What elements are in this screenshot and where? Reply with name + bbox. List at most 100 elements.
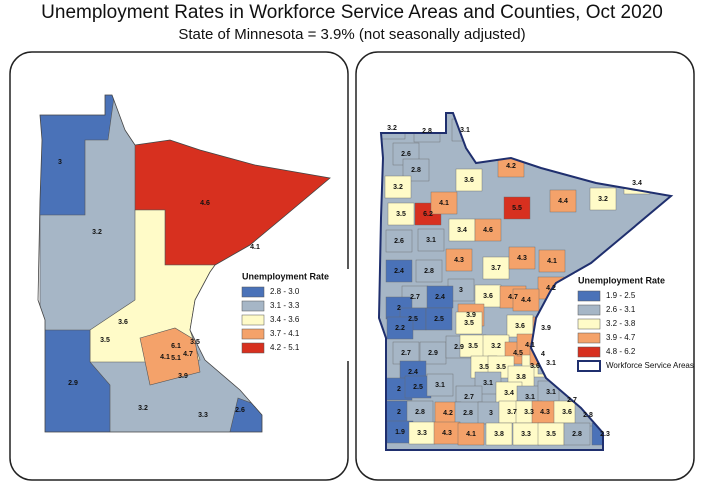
county-label: 3.1: [546, 360, 556, 367]
title: Unemployment Rates in Workforce Service …: [41, 2, 663, 23]
county-label: 1.9: [395, 429, 405, 436]
legend-swatch: [241, 286, 265, 298]
legend-title: Unemployment Rate: [578, 275, 665, 285]
county: [430, 191, 458, 215]
region: [38, 95, 116, 216]
county-label: 4.2: [506, 163, 516, 170]
county: [386, 316, 414, 340]
county-label: 3.8: [494, 431, 504, 438]
county-label: 4: [541, 351, 545, 358]
county-label: 2.2: [395, 325, 405, 332]
legend-swatch: [241, 300, 265, 312]
legend-label: 4.2 - 5.1: [270, 343, 300, 352]
county-label: 2: [397, 409, 401, 416]
county-label: 3.2: [387, 125, 397, 132]
county-label: 4.7: [508, 294, 518, 301]
region-label: 2.9: [68, 380, 78, 387]
county: [563, 422, 591, 446]
county-label: 3.4: [504, 390, 514, 397]
county-label: 3.3: [417, 430, 427, 437]
county-label: 2.5: [434, 316, 444, 323]
left-panel: [9, 51, 349, 481]
region-label: 5.1: [171, 355, 181, 362]
county-label: 3.6: [530, 363, 540, 370]
county-label: 3.9: [541, 325, 551, 332]
county-label: 2.6: [401, 151, 411, 158]
region-label: 3.3: [198, 412, 208, 419]
county-label: 4.1: [547, 258, 557, 265]
legend-swatch: [577, 332, 601, 344]
county: [512, 288, 540, 312]
county-label: 3.5: [468, 343, 478, 350]
region-label: 3.2: [138, 405, 148, 412]
legend-label: 3.2 - 3.8: [606, 319, 636, 328]
county: [384, 175, 412, 199]
county-label: 3.5: [396, 211, 406, 218]
county-label: 2.8: [422, 128, 432, 135]
county-label: 2.8: [424, 268, 434, 275]
region-label: 4.1: [250, 244, 260, 251]
region: [139, 327, 201, 386]
county: [508, 246, 536, 270]
legend-label: 3.7 - 4.1: [270, 329, 300, 338]
legend-swatch: [577, 304, 601, 316]
county: [457, 422, 485, 446]
county: [485, 422, 513, 446]
county: [425, 307, 453, 331]
county-label: 2: [397, 305, 401, 312]
county: [385, 259, 413, 283]
county: [455, 168, 483, 192]
regions: [38, 95, 330, 432]
county-label: 3.9: [466, 312, 476, 319]
region-label: 3.5: [190, 339, 200, 346]
county-label: 4.3: [454, 257, 464, 264]
county-label: 2: [397, 386, 401, 393]
county-label: 2.5: [408, 316, 418, 323]
state-outline: [377, 112, 674, 451]
county-label: 3.7: [507, 409, 517, 416]
county-label: 3.1: [546, 389, 556, 396]
county-label: 3.5: [496, 364, 506, 371]
state-outline: [37, 94, 331, 433]
county-label: 4.2: [443, 410, 453, 417]
county-label: 3.6: [464, 177, 474, 184]
legend-swatch: [241, 342, 265, 354]
county-label: 2.4: [394, 268, 404, 275]
county-label: 2.7: [410, 294, 420, 301]
county-label: 5.5: [512, 205, 522, 212]
legend-title: Unemployment Rate: [242, 271, 329, 281]
county-label: 3.5: [546, 431, 556, 438]
county: [417, 228, 445, 252]
county-label: 3.1: [426, 237, 436, 244]
county-label: 4.1: [525, 342, 535, 349]
county: [455, 311, 483, 335]
county-label: 4.1: [439, 200, 449, 207]
county-label: 3.2: [491, 343, 501, 350]
legend-swatch: [577, 290, 601, 302]
legend-label: 3.9 - 4.7: [606, 333, 636, 342]
county: [415, 259, 443, 283]
region-label: 3.6: [118, 319, 128, 326]
region-label: 3: [58, 159, 62, 166]
county: [387, 202, 415, 226]
county-label: 3.3: [521, 431, 531, 438]
subtitle: State of Minnesota = 3.9% (not seasonall…: [178, 26, 525, 43]
county-label: 3.6: [483, 293, 493, 300]
legend-label: 2.6 - 3.1: [606, 305, 636, 314]
county-label: 3.1: [435, 382, 445, 389]
region-label: 3.9: [178, 373, 188, 380]
county-label: 2.7: [401, 350, 411, 357]
legend-label: 3.4 - 3.6: [270, 315, 300, 324]
county: [549, 189, 577, 213]
county-label: 2.7: [567, 397, 577, 404]
county-label: 3.7: [491, 265, 501, 272]
county: [385, 229, 413, 253]
legend-swatch: [241, 314, 265, 326]
county-label: 3.1: [460, 127, 470, 134]
county-label: 3.4: [632, 180, 642, 187]
county: [474, 218, 502, 242]
region-label: 3.2: [92, 229, 102, 236]
right-panel: [355, 51, 695, 481]
county-label: 4.1: [466, 431, 476, 438]
